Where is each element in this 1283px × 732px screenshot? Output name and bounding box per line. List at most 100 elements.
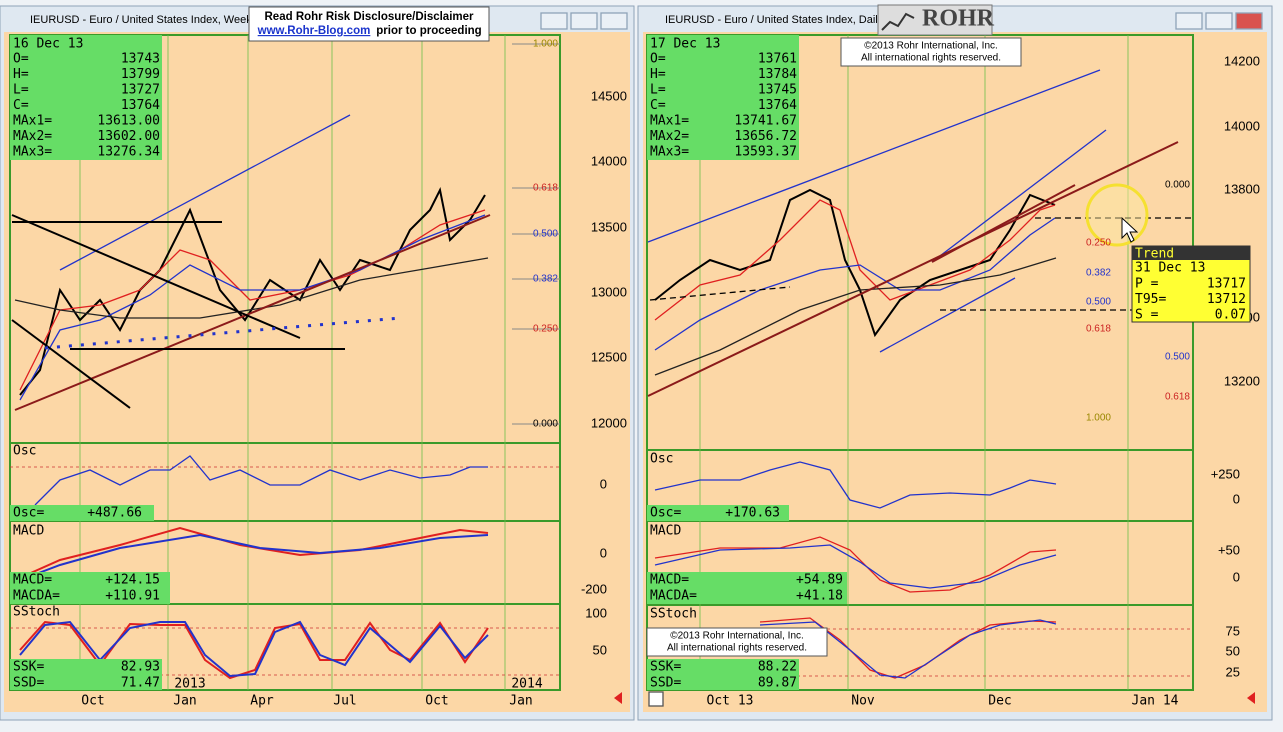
panel-label: Osc (13, 444, 36, 459)
readout-label: L= (13, 83, 29, 98)
moving-average (19, 209, 486, 391)
macda-line (654, 544, 1057, 589)
readout-label: MAx2= (650, 129, 689, 144)
year-label: 2014 (511, 677, 542, 692)
trend-line (11, 214, 301, 339)
trend-line (59, 114, 351, 271)
panel-label: SStoch (13, 605, 60, 620)
disclaimer-heading: Read Rohr Risk Disclosure/Disclaimer (265, 11, 475, 23)
support-line (649, 286, 791, 301)
readout-label: MAx3= (650, 145, 689, 160)
trend-value: 13717 (1207, 277, 1246, 292)
price-axis-label: 14200 (1224, 53, 1260, 68)
readout-value: +54.89 (796, 573, 843, 588)
indicator-axis-label: -200 (581, 581, 607, 596)
indicator-axis-label: +50 (1218, 542, 1240, 557)
time-axis-label: Jul (333, 694, 356, 709)
trend-line (647, 141, 1179, 397)
vertical-grid (79, 35, 1129, 690)
trend-label: S = (1135, 308, 1159, 323)
osc-line (34, 455, 488, 506)
fib-label: 0.500 (533, 229, 558, 240)
copyright-text: All international rights reserved. (861, 53, 1001, 64)
indicator-axis-label: 25 (1226, 664, 1240, 679)
readout-label: MAx3= (13, 145, 52, 160)
trend-value: 0.07 (1215, 308, 1246, 323)
readout-value: 13656.72 (734, 129, 797, 144)
readout-value: 13745 (758, 83, 797, 98)
copyright-text: All international rights reserved. (667, 643, 807, 654)
fib-label: 0.618 (533, 183, 558, 194)
indicator-axis-label: 75 (1226, 623, 1240, 638)
year-label: 2013 (174, 677, 205, 692)
readout-label: Osc= (13, 506, 44, 521)
indicator-axis-label: 0 (600, 476, 607, 491)
moving-average (654, 257, 1057, 376)
readout-value: +41.18 (796, 589, 843, 604)
trend-label: T95= (1135, 292, 1166, 307)
readout-label: SSK= (650, 660, 681, 675)
stoch-line (759, 619, 1057, 679)
indicator-axis-label: 100 (585, 605, 607, 620)
readout-label: MACD= (13, 573, 52, 588)
price-axis-label: 14000 (591, 153, 627, 168)
cursor-highlight (1085, 183, 1149, 247)
trend-line (14, 214, 491, 411)
moving-average (654, 199, 1056, 321)
readout-label: H= (650, 67, 666, 82)
price-axis-label: 13200 (1224, 373, 1260, 388)
readout-date: 17 Dec 13 (650, 37, 720, 52)
moving-average (654, 217, 1056, 351)
disclaimer-tail: prior to proceeding (376, 25, 481, 37)
window-title: IEURUSD - Euro / United States Index, We… (30, 14, 260, 26)
readout-value: 13613.00 (97, 114, 160, 129)
readout-label: MAx2= (13, 129, 52, 144)
fib-label: 0.382 (1086, 268, 1111, 279)
price-axis-label: 12000 (591, 415, 627, 430)
trend-header (1132, 246, 1250, 260)
readout-value: 13593.37 (734, 145, 797, 160)
readout-value: +170.63 (725, 506, 780, 521)
fib-label: 0.618 (1165, 392, 1190, 403)
time-axis-label: Jan (173, 694, 196, 709)
window-buttons (540, 12, 1263, 30)
copyright-box (646, 627, 828, 657)
disclaimer-box (248, 6, 490, 42)
checkbox (648, 691, 664, 707)
readout-label: MACDA= (650, 589, 697, 604)
price-axis-label: 12500 (591, 349, 627, 364)
time-axis-label: Apr (250, 694, 274, 709)
trend-heading: Trend (1135, 247, 1174, 262)
fib-label: 1.000 (533, 39, 558, 50)
osc-line (654, 461, 1057, 509)
readout-value: 13764 (758, 98, 797, 113)
trend-line (11, 319, 131, 409)
readout-label: Osc= (650, 506, 681, 521)
fib-label: 0.250 (1086, 238, 1111, 249)
readout-box (647, 572, 847, 604)
stoch-line (19, 620, 489, 678)
trend-line (931, 129, 1107, 263)
trend-line (879, 277, 1016, 353)
readout-label: MACDA= (13, 589, 60, 604)
price-axis-label: 13800 (1224, 181, 1260, 196)
copyright-text: ©2013 Rohr International, Inc. (670, 631, 804, 642)
panel-label: SStoch (650, 607, 697, 622)
panel-label: Osc (650, 452, 673, 467)
indicator-axis-label: +250 (1211, 466, 1240, 481)
fib-label: 0.500 (1165, 352, 1190, 363)
time-axis-label: Oct (425, 694, 448, 709)
price-axis-label: 14500 (591, 88, 627, 103)
price-axis-label: 13000 (591, 284, 627, 299)
trend-label: P = (1135, 277, 1159, 292)
readout-value: 13741.67 (734, 114, 797, 129)
fib-label: 1.000 (1086, 413, 1111, 424)
readout-value: 71.47 (121, 676, 160, 691)
logo-box (877, 4, 993, 36)
readout-box (10, 35, 162, 160)
time-axis-label: Oct 13 (707, 694, 754, 709)
readout-label: C= (650, 98, 666, 113)
readout-value: 89.87 (758, 676, 797, 691)
disclaimer-link[interactable]: www.Rohr-Blog.com (257, 25, 371, 37)
